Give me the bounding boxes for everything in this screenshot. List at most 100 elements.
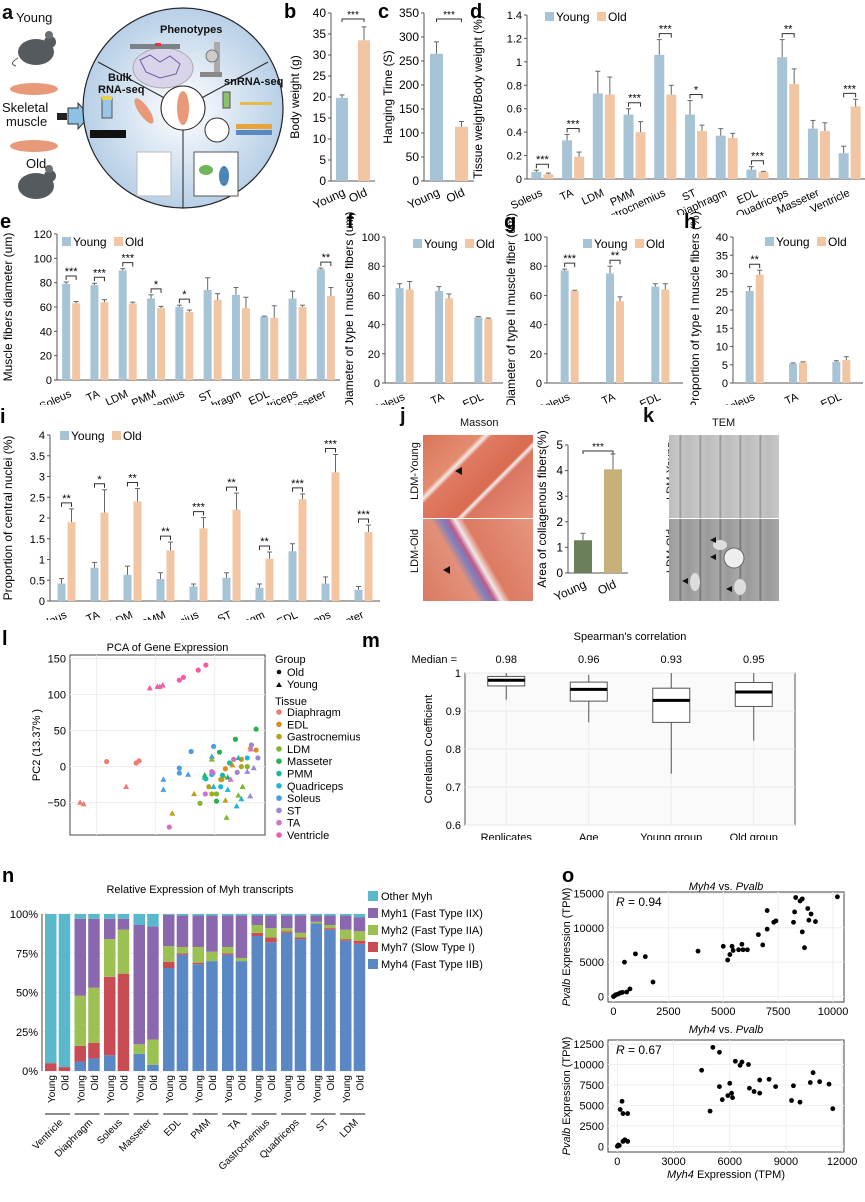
bar-old [265,558,274,601]
y-tick-label: −50 [47,798,66,810]
tem-title: TEM [712,417,736,429]
pca-point-old [188,748,194,755]
y-tick-label: 300 [399,30,419,44]
significance-bracket [65,275,77,281]
median-value: 0.93 [661,654,682,666]
stacked-segment [176,946,189,954]
bar-young [123,574,132,601]
x-tick-label: Young [311,185,347,210]
x-tick-label: Soleus [536,391,572,405]
x-sub-label: Old [149,1075,160,1091]
stacked-segment [163,946,175,962]
pca-point-old [197,800,203,806]
scatter-point [730,1095,735,1101]
significance-stars: * [97,474,102,486]
pca-point-old [244,764,250,770]
chart-title: PCA of Gene Expression [107,642,229,654]
stacked-segment [176,953,189,955]
chart-n-svg: n Relative Expression of Myh transcripts 0… [2,865,483,1173]
stacked-segment [340,940,352,1071]
bar-young [430,53,443,181]
legend-tissue-marker [276,783,282,789]
stacked-segment [45,914,57,1064]
stacked-segment [192,964,204,1071]
tissue-label: Masseter [117,1117,154,1154]
stacked-segment [353,917,366,932]
panel-g-type2-diameter: g 0 20 40 60 80 100 Diameter of type II muscle … [504,210,685,416]
panel-o-scatter-bottom: Myh4 vs. Pvalb 0 3000 6000 9000 12000 0 2500 500… [560,1020,865,1197]
stacked-segment [310,914,322,916]
pca-point-young [223,814,230,820]
panel-d-tissue-weight: d 0 0.2 0.4 0.6 0.8 1 1.2 1.4 Tissue weight/Body … [470,0,865,229]
y-tick-label: 30 [716,269,728,281]
y-tick-label: 60 [368,290,380,302]
significance-bracket [750,160,764,165]
chart-d-svg: d 0 0.2 0.4 0.6 0.8 1 1.2 1.4 Tissue weight/Body … [470,1,865,229]
y-tick-label: 100% [10,909,38,921]
bar-young [175,307,184,380]
x-sub-label: Young [253,1075,264,1103]
stacked-segment [251,932,263,936]
legend-swatch [368,925,378,935]
y-axis-label: Pvalb Expression (TPM) [561,888,573,1007]
stacked-segment [340,915,352,930]
y-tick-label: 15 [313,111,327,125]
stacked-segment [310,915,322,922]
stacked-segment [281,915,293,929]
significance-stars: *** [567,118,581,130]
panel-m-spearman: m Spearman's correlation Median = 0.6 0.7 0.8… [360,625,865,844]
pca-point-old [226,760,233,766]
legend-tissue-label: LDM [287,744,310,756]
legend-tissue-marker [276,795,282,801]
y-tick-label: 0 [46,375,52,387]
y-tick-label: 0 [60,762,66,774]
stacked-segment [222,915,234,947]
x-tick-label: Soleus [33,609,69,620]
panel-n-myh: n Relative Expression of Myh transcripts 0… [0,860,560,1197]
x-tick-label: TA [85,388,103,405]
bar-young [435,291,443,383]
x-tick-label: TA [600,391,618,405]
umap-icon [193,151,239,197]
pca-point-young [159,682,166,688]
scatter-point [736,947,742,953]
chart-e-svg: e 0 20 40 60 80 100 120 Muscle fibers diameter (… [0,211,340,430]
pca-point-young [156,683,163,689]
x-tick-label: Old [595,577,618,598]
stacked-segment [163,961,175,968]
significance-bracket [93,276,105,282]
stacked-segment [58,914,71,1068]
tissue-label: Gastrocnemius [217,1117,272,1172]
y-tick-label: 20 [40,351,52,363]
bar-young [832,361,841,383]
pca-point-young [160,786,167,792]
pca-point-young [222,797,229,803]
significance-bracket [781,33,795,38]
scatter-point [799,929,805,935]
chart-l-svg: l PCA of Gene Expression −200 −100 0 −50 0 50 10… [2,628,361,865]
bulk-label-2: RNA-seq [98,84,145,96]
y-tick-label: 0 [412,174,419,188]
y-tick-label: 2 [556,515,563,529]
pca-point-young [80,800,87,807]
bar-young [189,586,198,601]
panel-label: g [505,211,516,233]
significance-bracket [193,511,204,516]
legend-swatch [368,942,378,952]
y-tick-label: 3.5 [30,451,45,463]
y-tick-label: 40 [716,232,728,244]
x-tick-label: 5000 [711,1006,735,1018]
stacked-segment [88,914,100,919]
tem-image-young [669,435,779,518]
y-tick-label: 0.7 [446,782,461,794]
y-tick-label: 0 [374,378,380,390]
panel-label: b [285,1,296,23]
pca-point-old [209,791,215,797]
x-sub-label: Old [326,1075,337,1091]
bar-young [354,589,363,601]
pca-point-young [201,774,208,780]
stacked-segment [147,1039,159,1065]
x-sub-label: Young [342,1075,353,1103]
panel-l-pca: l PCA of Gene Expression −200 −100 0 −50 0 50 10… [0,625,361,865]
bar-young [745,291,754,383]
